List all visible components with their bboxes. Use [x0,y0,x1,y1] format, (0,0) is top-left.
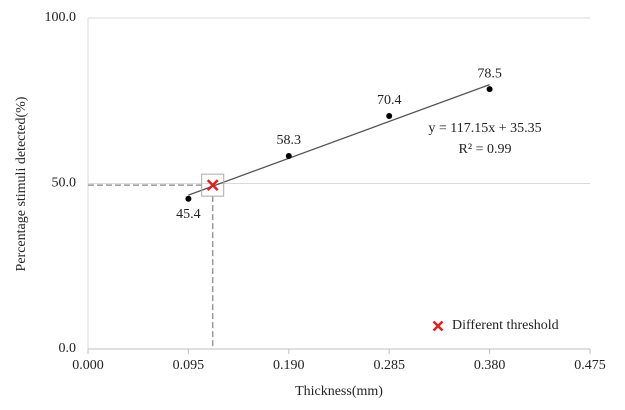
legend-marker [432,320,444,332]
value-label: 70.4 [377,93,402,108]
point [285,153,292,160]
point [185,195,192,202]
x-tick-label: 0.190 [273,358,305,373]
x-tick-label: 0.380 [474,358,506,373]
x-tick-label: 0.285 [373,358,405,373]
value-label: 58.3 [277,133,302,148]
y-tick-label: 100.0 [45,10,77,25]
threshold-box [201,173,225,197]
y-tick-label: 0.0 [59,341,77,356]
threshold-marker [206,179,219,192]
point [386,112,393,119]
value-label: 78.5 [477,66,502,81]
legend-label: Different threshold [452,318,559,333]
value-label: 45.4 [176,207,201,222]
x-tick-label: 0.000 [72,358,104,373]
y-axis-label: Percentage stimuli detected(%) [14,96,29,271]
x-axis-label: Thickness(mm) [295,384,383,399]
point [486,86,493,93]
trendline [188,84,490,196]
y-tick-label: 50.0 [52,176,77,191]
trendline-equation: y = 117.15x + 35.35 [428,121,541,136]
x-tick-label: 0.095 [173,358,205,373]
x-tick-label: 0.475 [574,358,606,373]
trendline-r2: R² = 0.99 [459,142,512,157]
